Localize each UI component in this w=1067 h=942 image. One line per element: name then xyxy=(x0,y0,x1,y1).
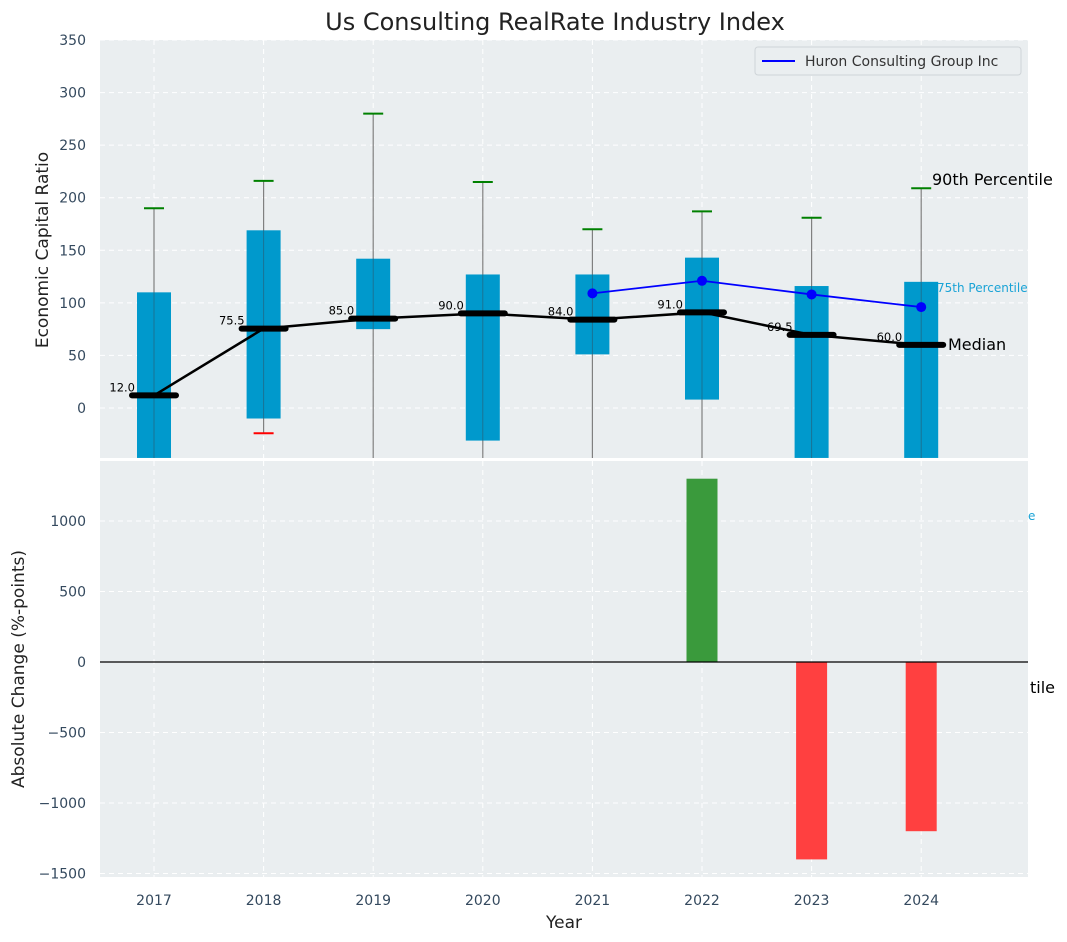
top-y-tick-label: 50 xyxy=(68,348,86,364)
median-value-label: 91.0 xyxy=(657,297,683,311)
annotation-clipped-percentile: tile xyxy=(1030,678,1055,697)
huron-point xyxy=(916,302,927,313)
x-tick-label: 2018 xyxy=(246,893,282,909)
bottom-y-tick-label: −500 xyxy=(48,726,86,742)
annotation-90th-percentile: 90th Percentile xyxy=(932,170,1053,189)
x-ticks: 2017 2018 2019 2020 2021 2022 2023 2024 xyxy=(136,893,939,909)
huron-point xyxy=(587,288,598,299)
median-value-label: 69.5 xyxy=(767,320,793,334)
top-y-axis-label: Economic Capital Ratio xyxy=(33,152,53,348)
top-y-tick-label: 100 xyxy=(59,296,86,312)
top-marks: 12.0 75.5 85.0 90.0 84.0 91.0 69.5 60.0 xyxy=(109,112,947,458)
bottom-y-ticks: −1500 −1000 −500 0 500 1000 xyxy=(39,514,86,883)
x-tick-label: 2022 xyxy=(684,893,720,909)
bottom-marks xyxy=(100,478,1028,860)
top-y-tick-label: 300 xyxy=(59,86,86,102)
huron-point xyxy=(697,275,707,286)
x-tick-label: 2021 xyxy=(575,893,611,909)
x-tick-label: 2019 xyxy=(355,893,391,909)
bottom-y-tick-label: 500 xyxy=(59,585,86,601)
bottom-y-tick-label: 0 xyxy=(77,655,86,671)
huron-point xyxy=(806,289,817,300)
top-y-tick-label: 0 xyxy=(77,401,86,417)
x-tick-label: 2017 xyxy=(136,893,172,909)
median-value-label: 75.5 xyxy=(219,314,245,328)
bottom-plot-background xyxy=(100,461,1028,877)
top-y-ticks: 0 50 100 150 200 250 300 350 xyxy=(59,33,86,417)
legend-label-huron: Huron Consulting Group Inc xyxy=(805,54,998,70)
median-value-label: 84.0 xyxy=(548,305,574,319)
bottom-y-tick-label: −1500 xyxy=(39,867,86,883)
legend-box xyxy=(754,46,1022,76)
annotation-median: Median xyxy=(948,335,1006,354)
bottom-y-axis-label: Absolute Change (%-points) xyxy=(9,550,29,788)
chart-title: Us Consulting RealRate Industry Index xyxy=(325,8,785,36)
top-y-tick-label: 350 xyxy=(59,33,86,49)
bottom-y-tick-label: 1000 xyxy=(50,514,86,530)
annotation-clipped-75th: e xyxy=(1028,509,1035,523)
median-value-label: 12.0 xyxy=(109,380,135,394)
huron-line xyxy=(592,279,922,308)
x-tick-label: 2020 xyxy=(465,893,501,909)
median-value-label: 85.0 xyxy=(329,304,355,318)
x-tick-label: 2024 xyxy=(903,893,939,909)
annotation-75th-percentile: 75th Percentile xyxy=(937,281,1028,295)
bottom-y-tick-label: −1000 xyxy=(39,796,86,812)
change-bar xyxy=(905,662,937,832)
bottom-panel: −1500 −1000 −500 0 500 1000 Absolute Change (… xyxy=(9,461,1028,933)
top-panel: 0 50 100 150 200 250 300 350 Economic Capital R… xyxy=(33,33,1028,458)
top-plot-background xyxy=(100,40,1028,458)
median-value-label: 60.0 xyxy=(877,330,903,344)
top-y-tick-label: 200 xyxy=(59,191,86,207)
top-y-tick-label: 150 xyxy=(59,243,86,259)
median-value-label: 90.0 xyxy=(438,298,464,312)
top-y-tick-label: 250 xyxy=(59,138,86,154)
legend[interactable]: Huron Consulting Group Inc xyxy=(754,46,1022,76)
annotations: 90th Percentile 75th Percentile Median e… xyxy=(932,170,1055,697)
x-tick-label: 2023 xyxy=(794,893,830,909)
x-axis-label: Year xyxy=(545,913,582,933)
change-bar xyxy=(796,662,828,860)
change-bar xyxy=(686,478,718,662)
